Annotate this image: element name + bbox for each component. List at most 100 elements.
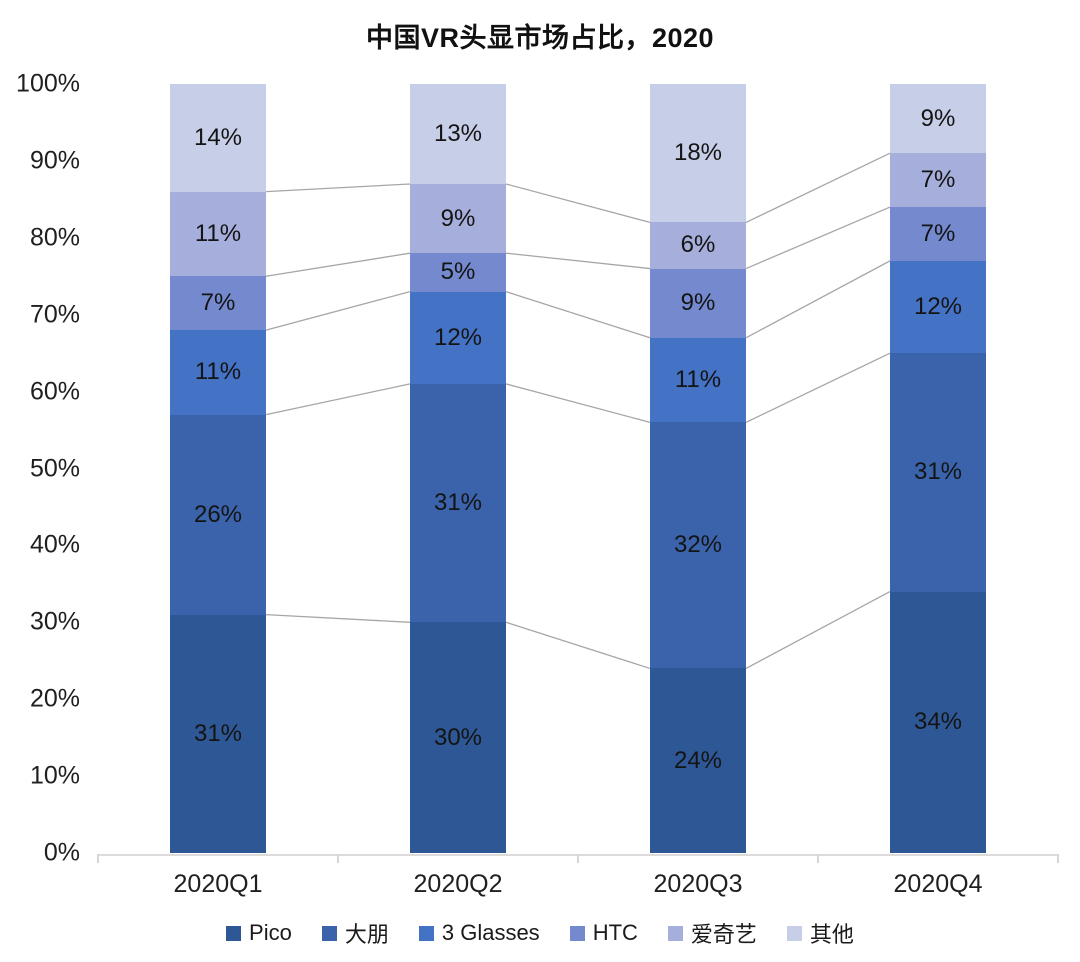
segment-data-label: 7% — [920, 219, 956, 247]
bar-segment: 7% — [890, 153, 986, 208]
bar-segment: 9% — [410, 183, 506, 254]
chart-title: 中国VR头显市场占比，2020 — [365, 23, 715, 53]
connector-line — [745, 206, 891, 270]
segment-data-label: 7% — [920, 166, 956, 194]
y-axis-label: 20% — [29, 684, 80, 713]
segment-data-label: 18% — [673, 139, 723, 167]
x-axis-tick — [97, 854, 99, 863]
legend-label: 爱奇艺 — [690, 922, 757, 947]
y-axis-label: 50% — [29, 454, 80, 482]
segment-data-label: 5% — [440, 258, 476, 286]
legend: Pico 大朋 3 Glasses HTC 爱奇艺 其他 — [0, 917, 1080, 949]
y-axis-label: 0% — [43, 838, 80, 867]
y-axis-label: 10% — [29, 761, 80, 790]
bar-segment: 18% — [650, 84, 746, 223]
bar-segment: 34% — [890, 591, 986, 853]
y-axis-label: 60% — [29, 377, 80, 406]
legend-swatch-icon — [418, 925, 434, 941]
legend-item: HTC — [569, 920, 638, 946]
connector-line — [505, 621, 651, 670]
segment-data-label: 11% — [194, 219, 242, 247]
y-axis-label: 100% — [16, 69, 80, 98]
segment-data-label: 13% — [433, 119, 483, 147]
legend-item: 爱奇艺 — [667, 917, 757, 949]
x-axis-tick — [577, 854, 579, 863]
bar-segment: 32% — [650, 422, 746, 669]
segment-data-label: 32% — [673, 531, 723, 559]
segment-data-label: 9% — [920, 104, 956, 132]
segment-data-label: 6% — [680, 231, 716, 259]
legend-item: Pico — [226, 920, 292, 946]
legend-label: HTC — [592, 920, 638, 945]
x-axis-label: 2020Q2 — [413, 870, 503, 898]
bar-segment: 11% — [170, 330, 266, 415]
connector-line — [505, 252, 651, 270]
bar-segment: 31% — [890, 353, 986, 592]
legend-swatch-icon — [786, 925, 802, 941]
segment-data-label: 31% — [193, 719, 243, 747]
connector-line — [265, 291, 411, 331]
bar-segment: 9% — [890, 84, 986, 154]
connector-line — [745, 260, 891, 339]
segment-data-label: 31% — [433, 489, 483, 517]
legend-swatch-icon — [321, 925, 337, 941]
x-axis-tick — [817, 854, 819, 863]
y-axis-label: 90% — [29, 146, 80, 175]
x-axis-label: 2020Q4 — [893, 870, 983, 898]
legend-item: 大朋 — [321, 917, 389, 949]
legend-label: 大朋 — [344, 922, 389, 947]
connector-line — [505, 291, 651, 339]
connector-line — [745, 152, 891, 224]
segment-data-label: 34% — [913, 708, 963, 736]
bar-segment: 30% — [410, 622, 506, 853]
y-axis-label: 70% — [29, 300, 80, 329]
segment-data-label: 7% — [200, 289, 236, 317]
bar-segment: 12% — [890, 260, 986, 354]
segment-data-label: 24% — [673, 746, 723, 774]
legend-label: Pico — [249, 920, 292, 945]
legend-swatch-icon — [667, 925, 683, 941]
bar-segment: 31% — [410, 383, 506, 623]
x-axis-tick — [1057, 854, 1059, 863]
connector-line — [265, 183, 411, 193]
x-axis-label: 2020Q3 — [653, 870, 743, 898]
segment-data-label: 26% — [193, 500, 243, 528]
segment-data-label: 11% — [674, 366, 722, 394]
y-axis-label: 40% — [29, 530, 80, 559]
bar-segment: 26% — [170, 414, 266, 615]
bar-segment: 13% — [410, 84, 506, 184]
bar-segment: 5% — [410, 253, 506, 292]
legend-label: 3 Glasses — [441, 920, 540, 945]
bar-segment: 12% — [410, 291, 506, 384]
y-axis-label: 80% — [29, 223, 80, 252]
bar-segment: 7% — [170, 276, 266, 331]
bar-segment: 24% — [650, 668, 746, 853]
segment-data-label: 30% — [433, 723, 483, 751]
connector-line — [265, 252, 411, 277]
x-axis-tick — [337, 854, 339, 863]
bar-segment: 7% — [890, 207, 986, 261]
segment-data-label: 12% — [913, 292, 963, 320]
legend-swatch-icon — [226, 925, 242, 941]
connector-line — [505, 383, 651, 423]
segment-data-label: 12% — [433, 323, 483, 351]
x-axis-label: 2020Q1 — [173, 870, 263, 898]
connector-line — [505, 183, 651, 224]
bar-segment: 14% — [170, 84, 266, 192]
connector-line — [265, 613, 411, 623]
legend-label: 其他 — [809, 922, 854, 947]
y-axis-label: 30% — [29, 607, 80, 636]
bar-segment: 6% — [650, 222, 746, 269]
segment-data-label: 9% — [440, 204, 476, 232]
connector-line — [745, 352, 891, 423]
connector-line — [745, 590, 891, 670]
segment-data-label: 11% — [194, 358, 242, 386]
bar-segment: 9% — [650, 268, 746, 338]
segment-data-label: 9% — [680, 289, 716, 317]
bar-segment: 11% — [650, 337, 746, 423]
bar-segment: 31% — [170, 614, 266, 853]
connector-line — [265, 383, 411, 416]
segment-data-label: 31% — [913, 458, 963, 486]
legend-item: 其他 — [786, 917, 854, 949]
